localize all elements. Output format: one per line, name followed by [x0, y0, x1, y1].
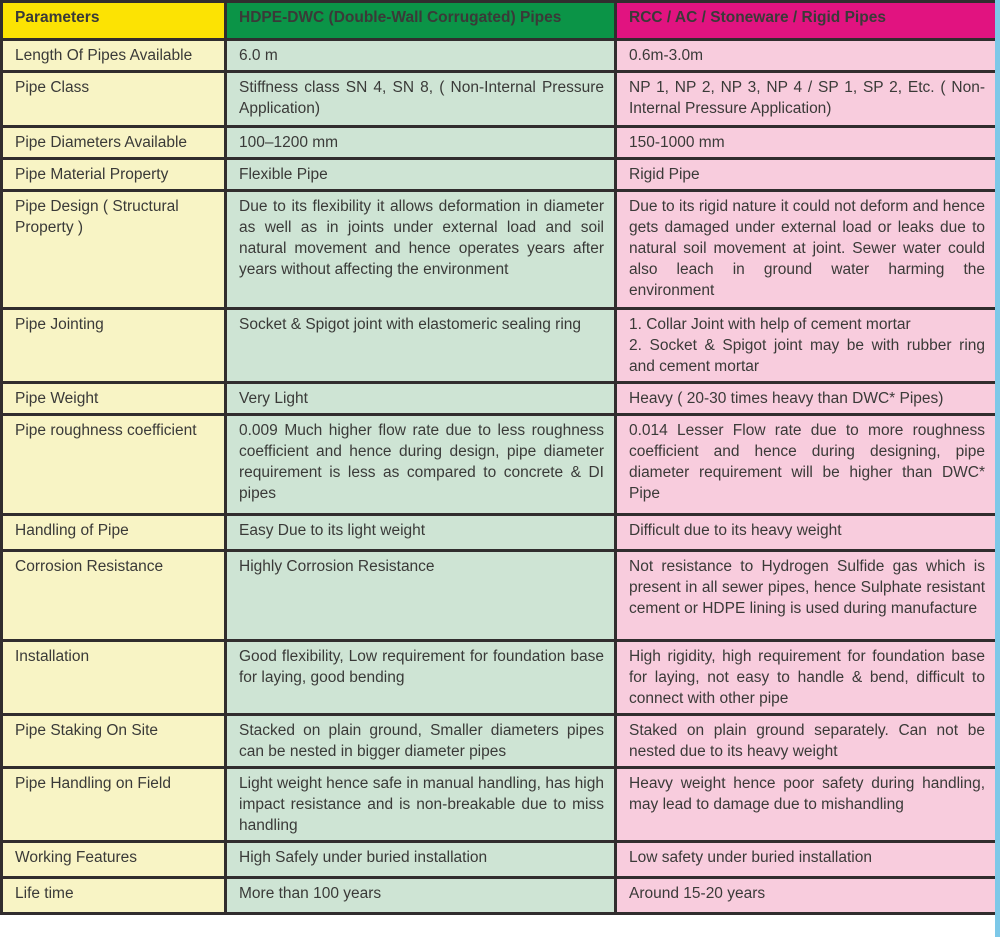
rcc-value-cell: Heavy weight hence poor safety during ha… [614, 766, 998, 843]
table-row: Length Of Pipes Available 6.0 m 0.6m-3.0m [0, 38, 998, 73]
param-cell: Pipe Weight [0, 381, 227, 416]
hdpe-value-cell: Very Light [224, 381, 617, 416]
param-cell: Corrosion Resistance [0, 549, 227, 642]
hdpe-value-cell: Highly Corrosion Resistance [224, 549, 617, 642]
rcc-value-cell: Not resistance to Hydrogen Sulfide gas w… [614, 549, 998, 642]
table-row: Pipe roughness coefficient 0.009 Much hig… [0, 413, 998, 516]
hdpe-value-cell: Socket & Spigot joint with elastomeric s… [224, 307, 617, 384]
param-cell: Length Of Pipes Available [0, 38, 227, 73]
rcc-value-cell: NP 1, NP 2, NP 3, NP 4 / SP 1, SP 2, Etc… [614, 70, 998, 128]
hdpe-value-cell: High Safely under buried installation [224, 840, 617, 879]
table-row: Installation Good flexibility, Low requir… [0, 639, 998, 716]
param-cell: Working Features [0, 840, 227, 879]
rcc-value-cell: Heavy ( 20-30 times heavy than DWC* Pipe… [614, 381, 998, 416]
rcc-value-cell: Staked on plain ground separately. Can n… [614, 713, 998, 769]
pipe-comparison-table: Parameters HDPE-DWC (Double-Wall Corruga… [0, 0, 998, 915]
hdpe-value-cell: Stacked on plain ground, Smaller diamete… [224, 713, 617, 769]
hdpe-value-cell: Good flexibility, Low requirement for fo… [224, 639, 617, 716]
hdpe-value-cell: More than 100 years [224, 876, 617, 915]
param-cell: Pipe Handling on Field [0, 766, 227, 843]
hdpe-value-cell: 0.009 Much higher flow rate due to less … [224, 413, 617, 516]
hdpe-value-cell: 6.0 m [224, 38, 617, 73]
param-cell: Pipe Class [0, 70, 227, 128]
rcc-value-cell: 0.6m-3.0m [614, 38, 998, 73]
table-row: Pipe Handling on Field Light weight hence… [0, 766, 998, 843]
table-row: Working Features High Safely under buried… [0, 840, 998, 879]
rcc-value-cell: Low safety under buried installation [614, 840, 998, 879]
rcc-value-cell: 150-1000 mm [614, 125, 998, 160]
header-hdpe-dwc-pipes: HDPE-DWC (Double-Wall Corrugated) Pipes [224, 0, 617, 41]
param-cell: Pipe Jointing [0, 307, 227, 384]
hdpe-value-cell: Flexible Pipe [224, 157, 617, 192]
table-row: Pipe Weight Very Light Heavy ( 20-30 times… [0, 381, 998, 416]
param-cell: Pipe roughness coefficient [0, 413, 227, 516]
table-row: Pipe Design ( Structural Property ) Due t… [0, 189, 998, 310]
table-row: Corrosion Resistance Highly Corrosion Res… [0, 549, 998, 642]
hdpe-value-cell: Stiffness class SN 4, SN 8, ( Non-Intern… [224, 70, 617, 128]
param-cell: Pipe Diameters Available [0, 125, 227, 160]
header-rcc-rigid-pipes: RCC / AC / Stoneware / Rigid Pipes [614, 0, 998, 41]
table-row: Handling of Pipe Easy Due to its light we… [0, 513, 998, 552]
table-row: Pipe Material Property Flexible Pipe Rigid… [0, 157, 998, 192]
rcc-value-cell: Difficult due to its heavy weight [614, 513, 998, 552]
rcc-value-cell: Due to its rigid nature it could not def… [614, 189, 998, 310]
param-cell: Handling of Pipe [0, 513, 227, 552]
header-parameters: Parameters [0, 0, 227, 41]
table-row: Life time More than 100 years Around 15-20… [0, 876, 998, 915]
param-cell: Pipe Material Property [0, 157, 227, 192]
hdpe-value-cell: 100–1200 mm [224, 125, 617, 160]
rcc-value-cell: 1. Collar Joint with help of cement mort… [614, 307, 998, 384]
rcc-value-cell: 0.014 Lesser Flow rate due to more rough… [614, 413, 998, 516]
param-cell: Pipe Design ( Structural Property ) [0, 189, 227, 310]
param-cell: Pipe Staking On Site [0, 713, 227, 769]
page-edge-strip [995, 0, 1000, 937]
param-cell: Installation [0, 639, 227, 716]
rcc-value-cell: Rigid Pipe [614, 157, 998, 192]
rcc-value-cell: High rigidity, high requirement for foun… [614, 639, 998, 716]
header-row: Parameters HDPE-DWC (Double-Wall Corruga… [0, 0, 998, 41]
table-row: Pipe Diameters Available 100–1200 mm 150-1… [0, 125, 998, 160]
hdpe-value-cell: Due to its flexibility it allows deforma… [224, 189, 617, 310]
table-row: Pipe Staking On Site Stacked on plain gro… [0, 713, 998, 769]
param-cell: Life time [0, 876, 227, 915]
hdpe-value-cell: Easy Due to its light weight [224, 513, 617, 552]
table-row: Pipe Class Stiffness class SN 4, SN 8, ( … [0, 70, 998, 128]
table-row: Pipe Jointing Socket & Spigot joint with … [0, 307, 998, 384]
hdpe-value-cell: Light weight hence safe in manual handli… [224, 766, 617, 843]
rcc-value-cell: Around 15-20 years [614, 876, 998, 915]
